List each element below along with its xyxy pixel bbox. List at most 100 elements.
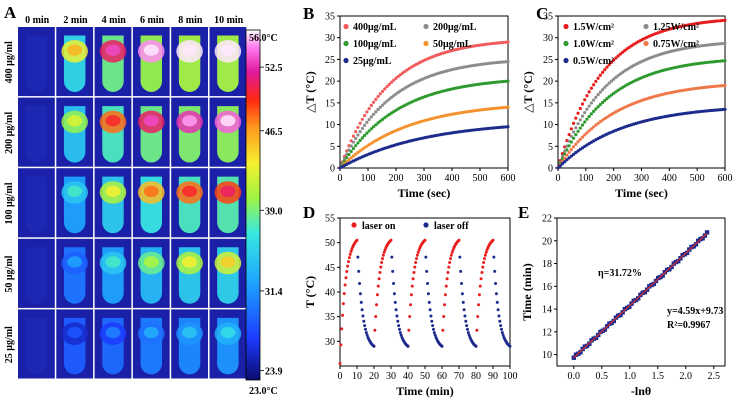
tube-body: [25, 317, 48, 375]
data-point: [367, 117, 371, 122]
data-point: [392, 281, 396, 285]
data-point: [363, 146, 367, 150]
legend-marker: [563, 40, 569, 47]
data-point: [607, 95, 611, 99]
thermal-image: [94, 309, 132, 379]
x-axis-label: Time (sec): [615, 186, 668, 200]
y-tick-label: 35: [543, 12, 553, 23]
data-point: [363, 133, 367, 138]
data-point: [380, 103, 385, 107]
legend-marker: [563, 23, 569, 30]
hot-core: [220, 115, 236, 127]
data-point: [354, 136, 358, 141]
data-point: [377, 277, 381, 281]
data-point: [592, 109, 596, 113]
x-tick-label: 1.5: [652, 371, 665, 382]
data-point: [410, 284, 414, 288]
time-label: 6 min: [140, 15, 165, 26]
data-point: [587, 104, 591, 108]
x-tick-label: 0: [556, 173, 561, 184]
colorbar-tick-label: 23.9: [265, 366, 283, 377]
data-point: [578, 350, 583, 355]
data-point: [623, 48, 627, 53]
data-point: [506, 40, 510, 44]
data-point: [351, 146, 356, 151]
data-point: [416, 250, 420, 254]
x-tick-label: 400: [445, 173, 460, 184]
data-point: [491, 238, 495, 242]
x-tick-label: 100: [361, 173, 376, 184]
data-point: [573, 352, 579, 357]
data-point: [576, 111, 580, 115]
data-point: [647, 284, 652, 289]
data-point: [344, 276, 348, 280]
data-point: [446, 270, 450, 274]
data-point: [413, 265, 417, 269]
data-point: [571, 136, 576, 140]
y-tick-label: 30: [325, 337, 335, 348]
data-point: [349, 144, 353, 148]
data-point: [598, 73, 602, 77]
data-point: [596, 93, 600, 97]
data-point: [347, 260, 350, 264]
data-point: [594, 95, 598, 99]
data-point: [556, 166, 560, 170]
data-point: [477, 293, 481, 297]
legend-marker: [343, 57, 349, 64]
colorbar-tick-label: 46.5: [265, 127, 283, 138]
series-3: [338, 105, 510, 170]
series-laser-on: [338, 238, 495, 366]
data-point: [474, 344, 478, 348]
hot-core: [105, 115, 121, 127]
data-point: [585, 107, 589, 111]
data-point: [379, 265, 383, 269]
legend-label: laser on: [362, 221, 396, 232]
data-point: [463, 314, 467, 318]
data-point: [399, 333, 403, 337]
plot-frame: [556, 217, 726, 367]
y-tick-label: 16: [542, 282, 552, 293]
data-point: [374, 123, 378, 127]
data-point: [576, 122, 580, 126]
series-4: [556, 107, 727, 170]
data-point: [369, 115, 373, 119]
data-point: [431, 324, 435, 328]
data-point: [467, 333, 471, 337]
data-point: [605, 97, 609, 101]
data-point: [373, 328, 377, 332]
data-point: [428, 308, 432, 312]
data-point: [414, 261, 418, 265]
data-point: [444, 284, 448, 288]
data-point: [383, 116, 387, 120]
data-point: [612, 91, 616, 95]
data-point: [358, 138, 362, 142]
data-point: [363, 113, 367, 118]
hot-core: [143, 256, 159, 268]
legend-marker: [563, 57, 569, 64]
data-point: [461, 300, 465, 304]
data-point: [358, 130, 362, 134]
thermal-image: [56, 27, 94, 97]
data-point: [600, 88, 605, 92]
data-point: [506, 60, 510, 64]
data-point: [466, 331, 470, 335]
data-point: [631, 298, 636, 304]
data-point: [723, 41, 727, 45]
data-point: [460, 281, 464, 285]
data-point: [374, 314, 378, 318]
data-point: [378, 105, 382, 109]
data-point: [375, 293, 379, 297]
hot-core: [220, 44, 236, 56]
data-point: [723, 59, 727, 63]
data-point: [484, 250, 488, 254]
data-point: [351, 140, 356, 144]
data-point: [392, 292, 396, 296]
data-point: [585, 94, 589, 98]
data-point: [483, 257, 486, 261]
data-point: [580, 102, 585, 106]
thermal-image: [56, 238, 94, 308]
data-point: [574, 142, 578, 146]
data-point: [506, 125, 510, 129]
data-point: [580, 114, 585, 118]
data-point: [343, 283, 347, 287]
